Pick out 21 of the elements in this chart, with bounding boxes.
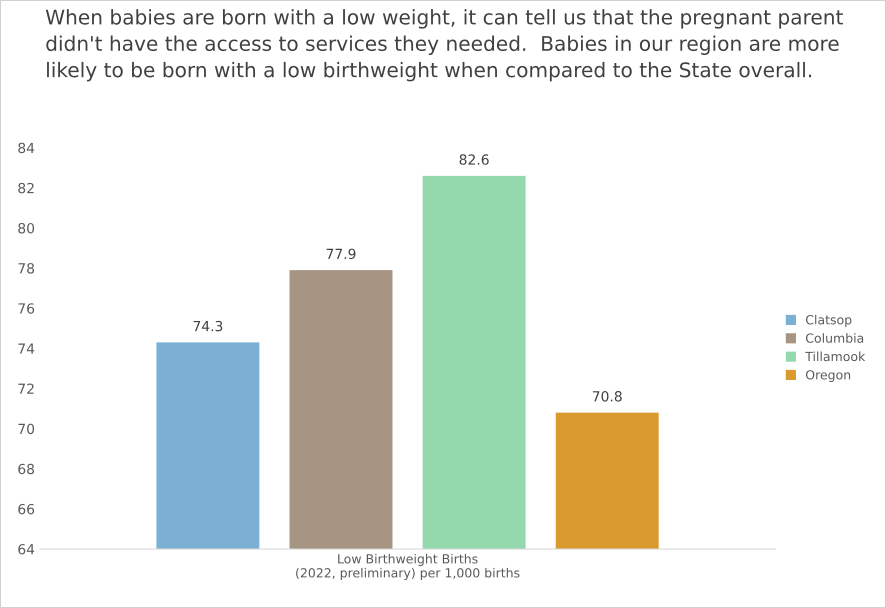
legend-label: Oregon <box>806 370 850 382</box>
y-tick-label: 80 <box>18 222 34 234</box>
y-tick-label: 78 <box>18 263 34 274</box>
y-tick-label: 70 <box>18 424 34 434</box>
legend-label: Tillamook <box>805 352 866 362</box>
data-label: 82.6 <box>460 154 489 165</box>
data-label: 74.3 <box>194 320 222 332</box>
x-tick-label: Low Birthweight Births (2022, preliminary) per 1,000 births <box>296 554 520 580</box>
y-tick-label: 72 <box>18 383 34 394</box>
data-label: 70.8 <box>592 391 622 402</box>
chart-title: When babies are born with a low weight, it can tell us that the pregnant parent didn't have the access to services they needed. Babies in our region are more likely to be born with a low birthweight when compared to the State overall. <box>46 9 843 82</box>
y-tick-label: 76 <box>18 303 34 314</box>
y-tick-label: 64 <box>18 544 34 554</box>
legend-label: Clatsop <box>806 314 852 327</box>
legend-label: Columbia <box>806 333 864 343</box>
y-tick-label: 68 <box>18 464 34 474</box>
data-label: 77.9 <box>326 248 356 260</box>
y-tick-label: 74 <box>18 344 34 354</box>
y-tick-label: 84 <box>18 142 34 154</box>
y-tick-label: 66 <box>18 504 34 514</box>
y-tick-label: 82 <box>18 182 34 194</box>
